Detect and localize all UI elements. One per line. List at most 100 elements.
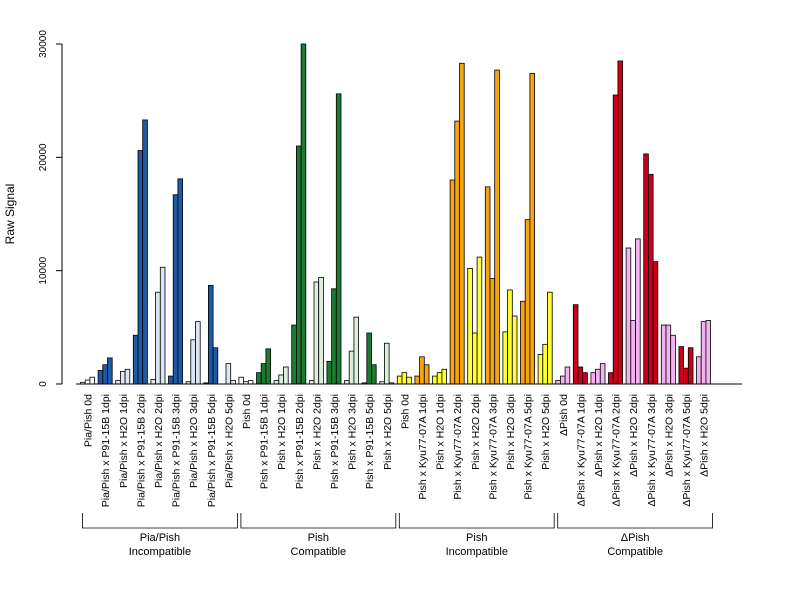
bar: [383, 342, 390, 385]
category-label: Pish x H2O 1dpi: [435, 394, 447, 470]
bar: [318, 277, 324, 385]
bar: [124, 368, 131, 385]
category-label: ΔPish x Kyu77-07A 1dpi: [575, 394, 587, 507]
category-label: Pish x H2O 5dpi: [382, 394, 394, 470]
category-label: Pish x H2O 5dpi: [540, 394, 552, 470]
group-bracket: [82, 513, 238, 529]
category-label: Pish x H2O 1dpi: [276, 394, 288, 470]
bar: [225, 363, 232, 385]
bar: [449, 179, 456, 385]
group-brackets: Pia/Pish Incompatible Pish Compatible Pish In…: [82, 513, 713, 558]
bar: [507, 289, 513, 385]
bar: [177, 178, 183, 385]
bar: [687, 347, 694, 385]
bar: [107, 357, 113, 385]
bar: [195, 321, 201, 385]
bar: [678, 346, 685, 385]
bar: [326, 360, 332, 385]
category-label: ΔPish 0d: [558, 394, 570, 436]
bar: [348, 350, 355, 385]
bar: [494, 69, 500, 385]
bar: [366, 332, 372, 385]
group-label-type: Incompatible: [129, 546, 191, 558]
bar: [89, 376, 96, 385]
bar: [582, 372, 588, 385]
category-label: Pia/Pish x H2O 1dpi: [118, 394, 130, 488]
bar: [529, 73, 536, 385]
bar: [608, 372, 614, 385]
category-label: Pish x P91-15B 3dpi: [329, 394, 341, 489]
bar: [625, 247, 632, 385]
bar: [511, 315, 518, 385]
category-label: ΔPish x H2O 2dpi: [628, 394, 640, 477]
bar: [643, 153, 649, 385]
category-label: Pish x P91-15B 1dpi: [259, 394, 271, 489]
category-label: Pish x P91-15B 5dpi: [364, 394, 376, 489]
bar: [238, 376, 244, 385]
bar: [572, 304, 579, 385]
bar: [612, 94, 619, 385]
y-axis-label: Raw Signal: [3, 184, 17, 245]
bar: [190, 339, 196, 385]
bar: [423, 364, 430, 385]
bar: [476, 256, 483, 385]
category-label: Pia/Pish x P91-15B 1dpi: [100, 394, 112, 507]
category-label: Pish x Kyu77-07A 5dpi: [523, 394, 535, 500]
category-label: Pish x H2O 3dpi: [505, 394, 517, 470]
bar: [406, 376, 412, 385]
bar: [432, 375, 438, 385]
group-bracket: [398, 513, 555, 529]
category-label: Pia/Pish x P91-15B 2dpi: [135, 394, 147, 507]
bar: [502, 331, 508, 385]
bar: [537, 354, 544, 385]
category-label: Pish x Kyu77-07A 1dpi: [417, 394, 429, 500]
bar: [599, 363, 606, 385]
bar: [278, 374, 284, 385]
category-label: Pia/Pish 0d: [83, 394, 95, 447]
category-label: Pish x H2O 2dpi: [311, 394, 323, 470]
category-label: Pia/Pish x H2O 5dpi: [223, 394, 235, 488]
bar: [705, 320, 712, 385]
bar: [260, 363, 267, 385]
bar: [670, 334, 676, 385]
bar: [560, 375, 566, 385]
bar: [617, 60, 624, 385]
bar: [283, 366, 289, 385]
bar: [590, 372, 597, 385]
group-label-type: Compatible: [291, 546, 347, 558]
bar: [84, 379, 91, 385]
bar: [665, 324, 672, 385]
category-label: Pish x H2O 3dpi: [347, 394, 359, 470]
bar: [159, 266, 166, 385]
bar: [419, 356, 425, 385]
category-label: Pish x P91-15B 2dpi: [294, 394, 306, 489]
bar: [696, 356, 702, 385]
bar: [471, 332, 478, 385]
bar: [102, 364, 108, 385]
y-tick-label: 20000: [38, 143, 49, 171]
bar: [344, 380, 350, 385]
category-label: Pia/Pish x P91-15B 5dpi: [206, 394, 218, 507]
bar: [97, 369, 104, 385]
bar: [115, 380, 121, 385]
bar: [142, 119, 148, 385]
bar: [648, 173, 654, 385]
bar: [547, 291, 553, 385]
category-label: ΔPish x H2O 3dpi: [663, 394, 675, 477]
bar: [489, 278, 496, 385]
category-label: ΔPish x Kyu77-07A 3dpi: [646, 394, 658, 507]
group-bracket: [240, 513, 397, 529]
bar: [150, 379, 156, 385]
bars: [80, 43, 712, 385]
bar: [635, 238, 641, 385]
bar: [155, 291, 161, 385]
bar: [207, 284, 214, 385]
y-axis: 0 10000 20000 30000: [38, 30, 63, 387]
group-label-name: Pish: [308, 532, 329, 544]
bar: [247, 380, 254, 385]
category-label: Pish 0d: [399, 394, 411, 429]
bar: [467, 267, 473, 385]
bar: [555, 380, 561, 385]
bar: [441, 368, 447, 385]
